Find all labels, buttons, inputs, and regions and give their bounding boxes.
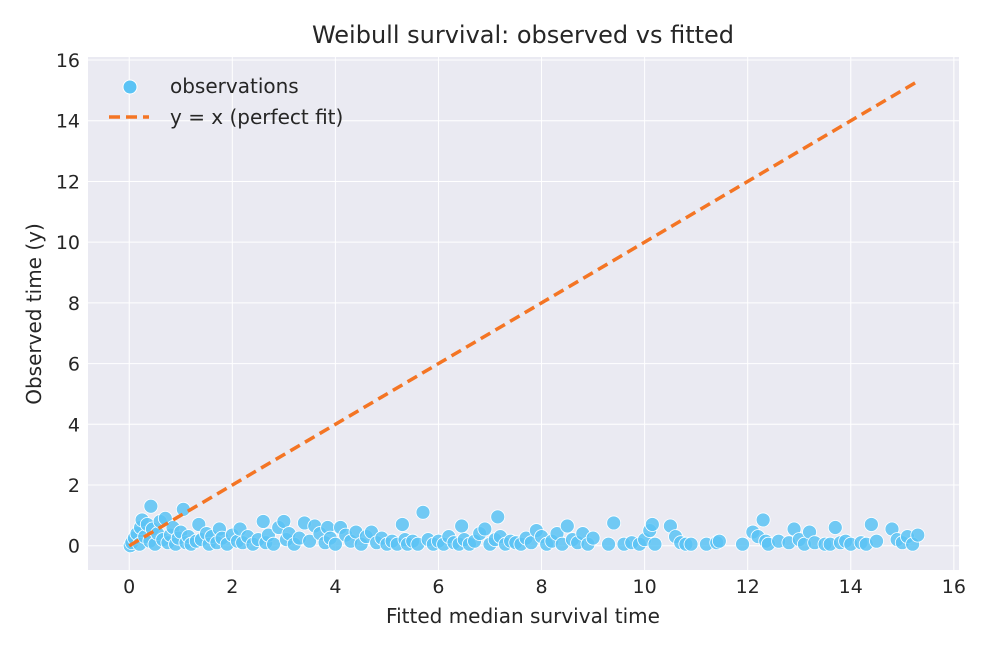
- chart-title: Weibull survival: observed vs fitted: [312, 21, 734, 49]
- scatter-point: [327, 536, 343, 552]
- scatter-point: [827, 520, 843, 535]
- scatter-point: [735, 536, 750, 552]
- scatter-point: [266, 536, 281, 552]
- y-tick-label: 10: [56, 232, 80, 254]
- y-tick-label: 2: [68, 475, 80, 497]
- scatter-point: [490, 509, 506, 525]
- y-tick-label: 14: [56, 111, 80, 133]
- x-tick-label: 8: [535, 576, 547, 598]
- scatter-point: [869, 533, 884, 549]
- scatter-point: [711, 533, 727, 549]
- y-tick-label: 8: [68, 293, 80, 315]
- y-tick-label: 6: [68, 354, 80, 376]
- y-axis-label: Observed time (y): [22, 223, 46, 405]
- scatter-point: [910, 527, 926, 543]
- x-tick-label: 10: [633, 576, 657, 598]
- scatter-point: [302, 533, 318, 549]
- legend: observations y = x (perfect fit): [109, 74, 343, 129]
- scatter-point: [477, 521, 493, 537]
- y-tick-labels: 0 2 4 6 8 10 12 14 16: [56, 50, 80, 558]
- scatter-point: [683, 536, 699, 552]
- x-tick-label: 16: [942, 576, 966, 598]
- scatter-point: [755, 512, 771, 528]
- x-tick-label: 6: [432, 576, 444, 598]
- scatter-point: [415, 504, 431, 520]
- legend-marker-observations: [122, 79, 138, 95]
- scatter-point: [454, 518, 470, 534]
- scatter-point: [606, 515, 622, 531]
- scatter-point: [863, 517, 879, 532]
- x-tick-label: 0: [123, 576, 135, 598]
- x-tick-label: 4: [329, 576, 341, 598]
- scatter-point: [559, 518, 575, 534]
- x-axis-label: Fitted median survival time: [386, 604, 660, 628]
- data-layer: [122, 79, 926, 554]
- x-tick-label: 14: [839, 576, 863, 598]
- scatter-point: [585, 530, 601, 546]
- scatter-point: [644, 517, 660, 532]
- legend-label-fit-line: y = x (perfect fit): [170, 105, 343, 129]
- legend-label-observations: observations: [170, 74, 299, 98]
- y-tick-label: 12: [56, 171, 80, 193]
- scatter-point: [143, 498, 159, 514]
- y-tick-label: 16: [56, 50, 80, 72]
- scatter-point: [647, 536, 663, 552]
- scatter-point: [601, 536, 616, 552]
- scatter-point: [394, 517, 410, 532]
- y-tick-label: 4: [68, 414, 80, 436]
- x-tick-label: 2: [226, 576, 238, 598]
- x-tick-label: 12: [736, 576, 760, 598]
- scatter-point: [255, 514, 271, 529]
- y-tick-label: 0: [68, 536, 80, 558]
- x-tick-labels: 0 2 4 6 8 10 12 14 16: [123, 576, 966, 598]
